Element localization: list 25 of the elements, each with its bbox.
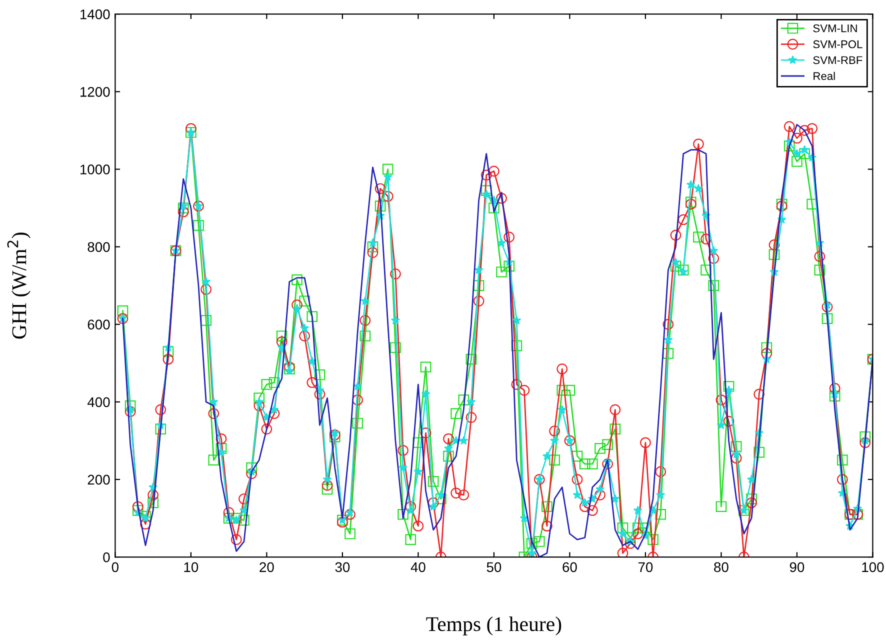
y-tick-label: 400 <box>87 397 110 408</box>
x-tick-label: 30 <box>335 562 350 572</box>
legend-label: SVM-RBF <box>813 56 862 64</box>
y-tick-label: 0 <box>103 552 110 562</box>
x-tick-label: 70 <box>638 562 653 572</box>
y-tick-label: 200 <box>88 474 110 485</box>
y-tick-label: 1200 <box>80 86 110 97</box>
x-tick-label: 50 <box>486 562 502 572</box>
x-tick-label: 10 <box>184 562 198 572</box>
legend-label: Real <box>814 72 835 80</box>
x-tick-label: 60 <box>562 562 577 572</box>
legend-label: SVM-POL <box>813 40 862 48</box>
y-tick-label: 600 <box>88 320 110 330</box>
y-tick-label: 1000 <box>80 164 110 174</box>
x-tick-label: 90 <box>790 562 804 572</box>
x-tick-label: 100 <box>862 562 884 572</box>
x-tick-label: 20 <box>260 562 274 572</box>
x-tick-label: 0 <box>112 562 118 572</box>
x-axis-title: Temps (1 heure) <box>426 616 562 636</box>
y-axis-title: GHI (W/m$^{2}$) <box>7 232 31 339</box>
y-tick-label: 1400 <box>80 9 110 20</box>
y-tick-label: 800 <box>88 242 110 252</box>
x-tick-label: 40 <box>410 562 426 572</box>
x-tick-label: 80 <box>714 562 728 572</box>
legend-label: SVM-LIN <box>813 24 857 32</box>
